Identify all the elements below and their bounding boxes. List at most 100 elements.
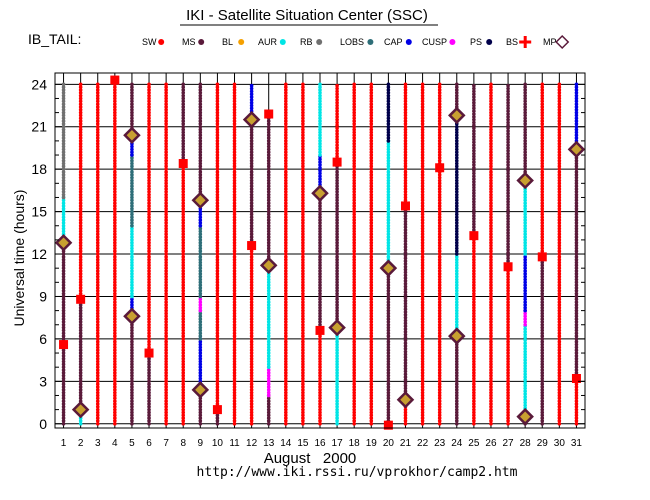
region-dot-sw	[557, 232, 562, 237]
region-dot-rb	[61, 91, 66, 95]
day-column-22	[420, 73, 425, 428]
region-dot-sw	[215, 308, 220, 313]
region-dot-sw	[557, 161, 562, 166]
region-dot-sw	[301, 280, 305, 285]
region-dot-sw	[557, 331, 562, 336]
region-dot-cap	[574, 88, 579, 92]
magnetopause-marker	[191, 381, 210, 399]
region-dot-sw	[557, 283, 562, 287]
region-dot-sw	[232, 85, 237, 89]
region-dot-aur	[266, 311, 271, 316]
region-dot-sw	[301, 371, 305, 375]
region-dot-sw	[489, 328, 493, 333]
region-dot-sw	[284, 102, 288, 106]
region-dot-sw	[249, 379, 254, 384]
region-dot-ms	[523, 158, 527, 163]
region-dot-sw	[420, 113, 425, 118]
region-dot-ms	[335, 181, 339, 186]
region-dot-sw	[113, 388, 117, 392]
region-dot-ms	[198, 130, 203, 135]
region-dot-sw	[95, 130, 100, 135]
region-dot-sw	[232, 147, 237, 152]
region-dot-sw	[352, 82, 356, 87]
region-dot-sw	[249, 371, 254, 375]
region-dot-ms	[249, 221, 254, 225]
region-dot-sw	[301, 339, 305, 344]
region-dot-sw	[284, 82, 288, 87]
region-dot-sw	[232, 274, 237, 279]
region-dot-sw	[284, 167, 288, 171]
region-dot-sw	[557, 212, 562, 217]
region-dot-sw	[301, 354, 305, 358]
region-dot-sw	[369, 416, 374, 420]
region-dot-sw	[506, 314, 510, 319]
region-dot-sw	[164, 257, 168, 262]
region-dot-sw	[215, 371, 220, 375]
legend-item-mp: MP	[543, 34, 570, 50]
region-dot-sw	[489, 144, 493, 149]
region-dot-ps	[386, 110, 391, 115]
region-dot-sw	[78, 153, 83, 157]
region-dot-sw	[215, 133, 220, 138]
region-dot-sw	[489, 246, 493, 251]
region-dot-sw	[215, 198, 220, 203]
region-dot-ms	[574, 238, 579, 242]
region-dot-sw	[215, 116, 220, 121]
region-dot-sw	[232, 209, 237, 214]
region-dot-sw	[181, 308, 186, 313]
region-dot-sw	[284, 91, 288, 95]
region-dot-sw	[506, 277, 510, 282]
region-dot-sw	[301, 232, 305, 237]
region-dot-aur	[386, 147, 391, 152]
region-dot-sw	[352, 339, 356, 344]
region-dot-sw	[574, 419, 579, 423]
region-dot-sw	[113, 286, 117, 290]
region-dot-ps	[454, 190, 459, 194]
region-dot-sw	[95, 209, 100, 214]
region-dot-sw	[95, 150, 100, 155]
region-dot-sw	[249, 294, 254, 299]
region-dot-aur	[266, 348, 271, 353]
region-dot-sw	[78, 96, 83, 101]
magnetopause-marker	[328, 318, 346, 337]
region-dot-aur	[266, 362, 271, 367]
region-dot-ms	[454, 365, 459, 369]
region-dot-ms	[454, 404, 459, 409]
region-dot-sw	[284, 365, 288, 369]
region-dot-sw	[284, 376, 288, 381]
region-dot-sw	[215, 317, 220, 321]
region-dot-ms	[335, 187, 339, 191]
region-dot-sw	[369, 122, 374, 126]
region-dot-sw	[284, 226, 288, 231]
legend-item-cusp: CUSP	[422, 37, 456, 47]
region-dot-sw	[232, 116, 237, 121]
region-dot-sw	[113, 376, 117, 381]
region-dot-sw	[437, 328, 442, 333]
region-dot-sw	[215, 303, 220, 307]
region-dot-sw	[181, 221, 186, 225]
region-dot-sw	[472, 393, 476, 398]
region-dot-sw	[232, 297, 237, 302]
region-dot-sw	[301, 291, 305, 296]
region-dot-aur	[335, 356, 339, 361]
region-dot-sw	[164, 334, 168, 338]
region-dot-ms	[335, 190, 339, 194]
region-dot-sw	[78, 122, 83, 126]
region-dot-ms	[506, 180, 510, 184]
region-dot-sw	[437, 421, 442, 426]
region-dot-sw	[420, 212, 425, 217]
region-dot-sw	[540, 184, 545, 188]
region-dot-ms	[130, 356, 134, 361]
region-dot-ms	[386, 416, 391, 420]
region-dot-ms	[454, 379, 459, 384]
region-dot-sw	[232, 286, 237, 290]
region-dot-sw	[420, 348, 425, 353]
region-dot-ms	[506, 137, 510, 142]
region-dot-sw	[215, 246, 220, 251]
region-dot-sw	[215, 206, 220, 211]
region-dot-sw	[335, 129, 339, 133]
region-dot-sw	[215, 294, 220, 299]
region-dot-sw	[78, 147, 83, 152]
legend-label: PS	[470, 37, 482, 47]
region-dot-sw	[95, 167, 100, 171]
